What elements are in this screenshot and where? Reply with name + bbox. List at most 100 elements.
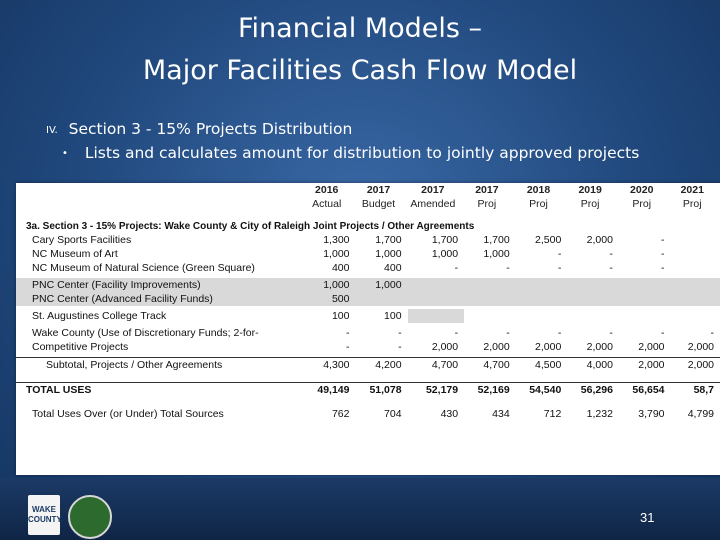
cell-value: 1,000 (323, 279, 350, 291)
cell-value: - (609, 248, 613, 260)
table-row: Total Uses Over (or Under) Total Sources… (16, 407, 720, 421)
cell-value: 1,232 (586, 408, 613, 420)
cell-value: 1,700 (483, 234, 510, 246)
row-label: Subtotal, Projects / Other Agreements (16, 357, 304, 372)
cell-value: - (346, 327, 350, 339)
cell-value: 4,000 (567, 357, 619, 372)
cell-value: 1,000 (431, 248, 459, 260)
table-row: Competitive Projects - - 2,000 2,000 2,000 2,0… (16, 340, 720, 354)
cell-value: 100 (331, 310, 350, 322)
cell-value: 704 (384, 408, 402, 420)
cell-value: 3,790 (638, 408, 665, 420)
cell-value (464, 292, 516, 306)
cell-value: 1,000 (483, 248, 510, 260)
cell-value (516, 292, 568, 306)
cell-value (619, 309, 671, 323)
year-header: 2020 (630, 184, 654, 196)
cell-value (567, 292, 619, 306)
row-label: Wake County (Use of Discretionary Funds;… (32, 327, 259, 339)
cell-value: - (661, 327, 665, 339)
cell-value: 2,000 (618, 357, 671, 372)
cell-value: - (710, 327, 715, 339)
cell-value: 56,296 (567, 382, 619, 397)
cell-value (671, 261, 720, 275)
cell-value: - (506, 327, 510, 339)
cell-value: - (661, 262, 665, 274)
cell-value: - (398, 327, 402, 339)
sub-header: Proj (477, 198, 497, 210)
table-row: NC Museum of Natural Science (Green Squa… (16, 261, 720, 275)
cell-value: 762 (331, 408, 350, 420)
cell-value: - (661, 248, 665, 260)
cell-value: 2,000 (586, 234, 613, 246)
sub-header: Proj (529, 198, 548, 210)
table-row: St. Augustines College Track 100 100 (16, 309, 720, 323)
sub-header: Budget (361, 198, 396, 210)
table-row: Subtotal, Projects / Other Agreements 4,3… (16, 357, 720, 372)
cell-value: - (346, 341, 350, 353)
sub-header: Proj (682, 198, 702, 210)
cell-value (407, 278, 465, 292)
cell-value: 1,300 (323, 234, 350, 246)
table-row: PNC Center (Advanced Facility Funds) 500 (16, 292, 720, 306)
sub-header: Actual (312, 198, 342, 210)
cell-value: 58,7 (670, 382, 720, 397)
table-row: TOTAL USES 49,149 51,078 52,179 52,169 54,540… (16, 382, 720, 397)
cell-value (671, 233, 720, 247)
year-header: 2018 (526, 184, 551, 196)
year-header: 2019 (578, 184, 602, 196)
cell-value: 4,700 (464, 357, 516, 372)
bullet-dot-icon: • (62, 148, 68, 159)
cell-value: 434 (492, 408, 510, 420)
cell-value: 2,000 (638, 341, 665, 353)
cell-value (516, 309, 568, 323)
year-header: 2021 (680, 184, 704, 196)
cell-value: 500 (331, 293, 350, 305)
cell-value: 56,654 (618, 382, 671, 397)
table-row: Cary Sports Facilities 1,300 1,700 1,700 1,7… (16, 233, 720, 247)
seal-logo (68, 495, 112, 539)
cell-value (407, 309, 465, 323)
cell-value (619, 278, 671, 292)
cell-value (619, 292, 671, 306)
cash-flow-table: 2016 2017 2017 2017 2018 2019 2020 2021 … (16, 183, 720, 421)
bullet-level-2: • Lists and calculates amount for distri… (62, 144, 639, 162)
row-label: NC Museum of Art (32, 248, 118, 260)
cell-value: 4,799 (687, 408, 714, 420)
cell-value: 400 (384, 262, 402, 274)
cell-value: 2,000 (535, 341, 562, 353)
row-label: NC Museum of Natural Science (Green Squa… (32, 262, 255, 274)
cell-value: 2,500 (535, 234, 562, 246)
row-label: Total Uses Over (or Under) Total Sources (32, 408, 224, 420)
cell-value: 51,078 (355, 382, 408, 397)
bullet-level-1: IV. Section 3 - 15% Projects Distributio… (46, 120, 352, 138)
cell-value (356, 292, 408, 306)
cell-value: 1,000 (375, 248, 402, 260)
sub-header-row: Actual Budget Amended Proj Proj Proj Pro… (16, 197, 720, 211)
cell-value: 2,000 (670, 357, 720, 372)
cell-value: 400 (331, 262, 350, 274)
year-header: 2016 (315, 184, 339, 196)
title-line-2: Major Facilities Cash Flow Model (142, 55, 578, 86)
cell-value (464, 278, 516, 292)
row-label: Cary Sports Facilities (32, 234, 132, 246)
page-number: 31 (640, 510, 655, 525)
sub-header: Proj (632, 198, 652, 210)
cell-value (671, 309, 720, 323)
cell-value (671, 278, 720, 292)
cell-value: 52,169 (464, 382, 516, 397)
logo-text: WAKE COUNTY (28, 505, 62, 524)
sub-header: Proj (580, 198, 600, 210)
cell-value: 430 (440, 408, 459, 420)
year-header-row: 2016 2017 2017 2017 2018 2019 2020 2021 (16, 183, 720, 197)
footer-band (0, 478, 720, 540)
cell-value: 100 (384, 310, 402, 322)
bullet-1-text: Section 3 - 15% Projects Distribution (68, 120, 353, 138)
cell-value: 2,000 (483, 341, 510, 353)
year-header: 2017 (475, 184, 499, 196)
cell-value (567, 278, 619, 292)
cell-value: 4,300 (303, 357, 356, 372)
wake-county-logo: WAKE COUNTY (28, 495, 62, 535)
cell-value (407, 292, 465, 306)
cell-value: - (454, 262, 459, 274)
